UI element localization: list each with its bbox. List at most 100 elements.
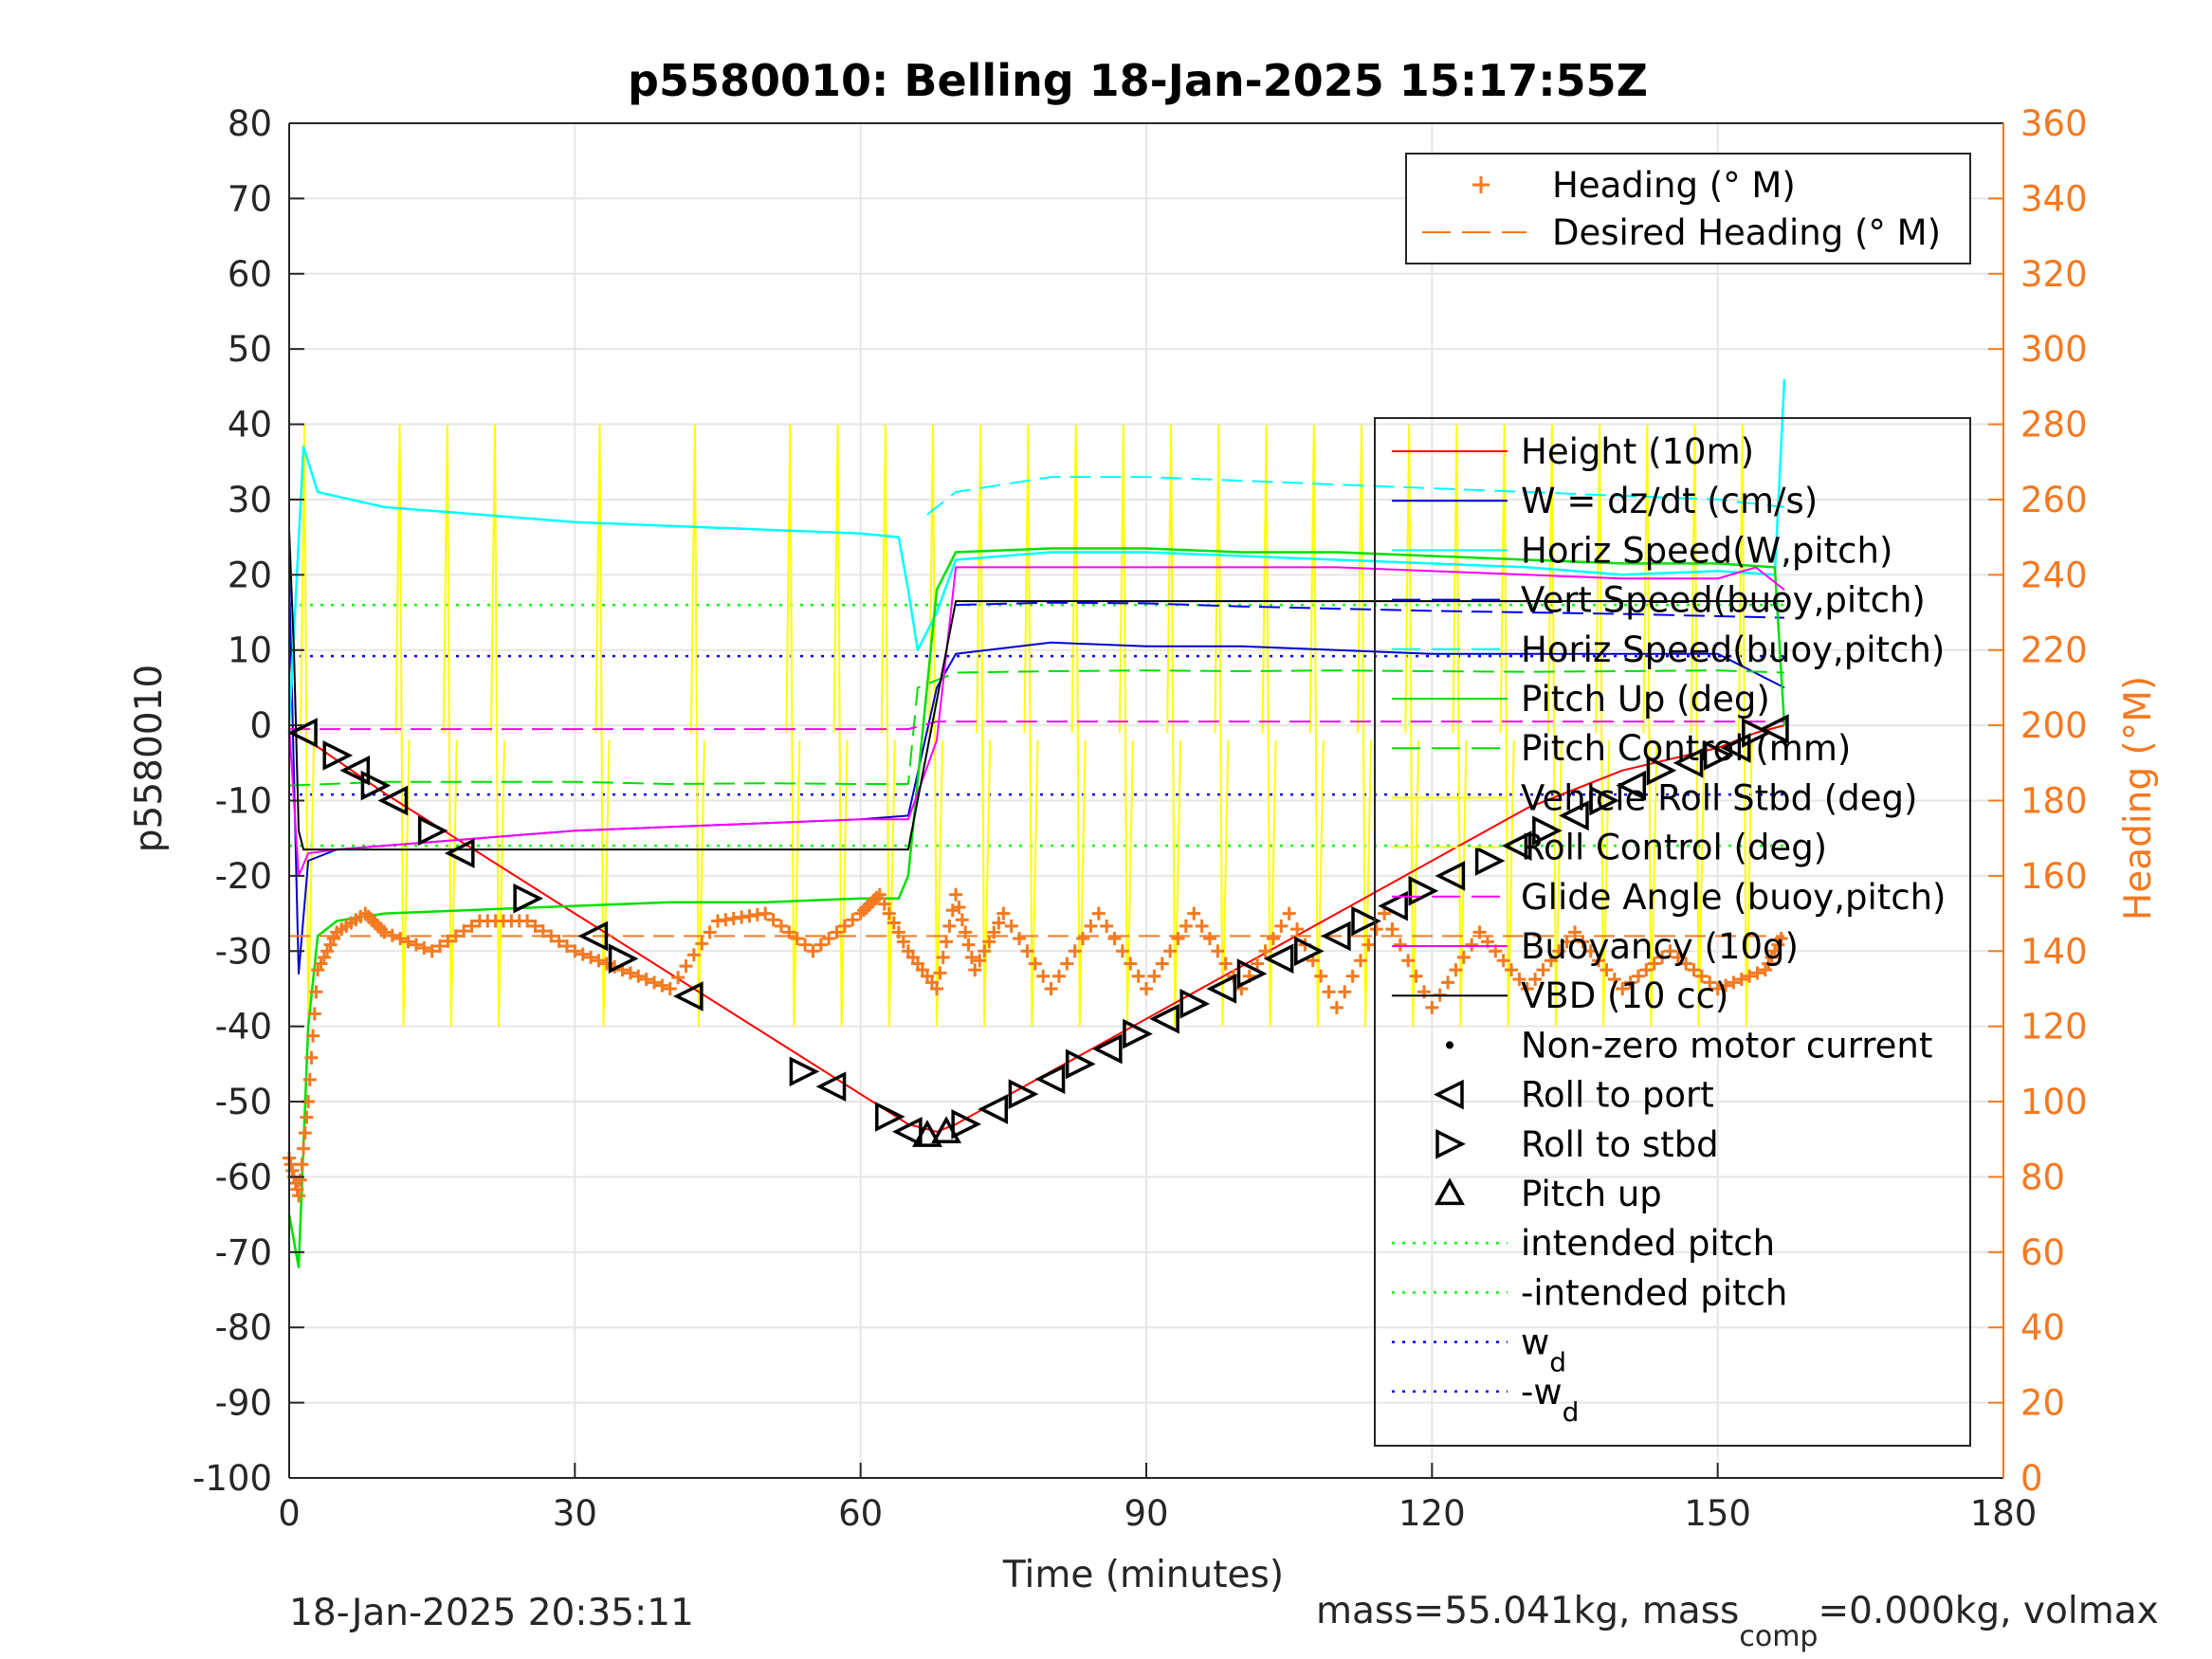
y-right-tick-label: 180 — [2020, 781, 2088, 822]
heading-point — [295, 1158, 309, 1172]
heading-point — [1655, 950, 1670, 964]
heading-point — [552, 934, 566, 948]
marker-layer — [287, 714, 1789, 1147]
heading-point — [837, 919, 851, 933]
heading-point — [1338, 985, 1352, 999]
heading-point — [679, 959, 693, 974]
heading-point — [1592, 954, 1606, 968]
marker-tri-left — [339, 755, 371, 786]
legend-label: Buoyancy (10g) — [1521, 926, 1799, 967]
roll-pulse — [489, 424, 505, 1027]
heading-point — [1528, 973, 1543, 987]
heading-point — [872, 887, 887, 902]
x-tick-label: 60 — [838, 1493, 883, 1534]
heading-point — [955, 913, 969, 927]
heading-point — [1639, 963, 1654, 977]
heading-point — [576, 947, 590, 961]
heading-point — [1124, 957, 1138, 971]
roll-pulse — [594, 424, 611, 1027]
y-right-tick-label: 200 — [2020, 705, 2088, 746]
y-right-tick-label: 160 — [2020, 856, 2088, 897]
marker-tri-right — [1408, 875, 1439, 906]
heading-point — [297, 1141, 311, 1156]
series-line — [956, 601, 1785, 619]
heading-point — [996, 906, 1011, 921]
legend-label: Pitch Up (deg) — [1521, 679, 1770, 720]
y-tick-label: -60 — [215, 1157, 272, 1197]
y-right-tick-label: 0 — [2020, 1458, 2043, 1499]
legend-label: Desired Heading (° M) — [1552, 212, 1941, 253]
heading-point — [1710, 981, 1725, 995]
y-right-tick-label: 340 — [2020, 178, 2088, 219]
roll-pulse — [976, 424, 992, 1027]
marker-tri-right — [1236, 958, 1268, 989]
heading-point — [1155, 957, 1169, 971]
heading-point — [655, 978, 669, 993]
marker-tri-left — [1616, 770, 1647, 801]
heading-point — [1251, 957, 1265, 971]
series-line — [926, 476, 1785, 516]
heading-point — [568, 944, 582, 958]
legend-label: Height (10m) — [1521, 431, 1754, 472]
marker-tri-right — [1474, 846, 1506, 876]
y-right-tick-label: 100 — [2020, 1082, 2088, 1122]
marker-tri-left — [672, 981, 704, 1012]
heading-point — [1583, 944, 1598, 958]
legend-label: Vert Speed(buoy,pitch) — [1521, 580, 1926, 621]
heading-point — [298, 1126, 312, 1140]
x-tick-label: 90 — [1124, 1493, 1168, 1534]
heading-point — [393, 932, 408, 946]
y-tick-label: 0 — [249, 705, 272, 746]
marker-tri-right — [1123, 1018, 1153, 1049]
y-right-tick-label: 280 — [2020, 405, 2088, 446]
heading-point — [766, 913, 780, 927]
marker-tri-left — [1263, 943, 1294, 975]
heading-point — [309, 985, 323, 999]
heading-point — [1131, 969, 1145, 983]
heading-point — [592, 954, 606, 968]
heading-point — [1100, 919, 1114, 933]
heading-point — [1560, 935, 1574, 949]
heading-point — [1623, 975, 1637, 990]
heading-point — [465, 919, 479, 933]
marker-tri-left — [1501, 830, 1532, 861]
roll-pulse — [1499, 424, 1515, 1027]
roll-pulse — [832, 424, 849, 1027]
y-tick-label: -80 — [215, 1307, 272, 1348]
y-right-tick-label: 260 — [2020, 480, 2088, 520]
heading-point — [992, 916, 1006, 930]
heading-point — [1266, 932, 1280, 946]
y-axis-label: p5580010 — [128, 665, 171, 852]
heading-point — [409, 938, 423, 952]
series-line — [288, 669, 1785, 787]
heading-point — [457, 924, 471, 939]
heading-point — [1147, 969, 1161, 983]
marker-tri-up — [912, 1120, 942, 1147]
y-tick-label: -40 — [215, 1007, 272, 1048]
heading-point — [1282, 906, 1296, 921]
y-right-tick-labels: 0 20 40 60 80 100 120 140 160 180 200 220 240 260 280 3… — [2020, 103, 2088, 1499]
heading-point — [814, 938, 828, 952]
x-tick-label: 180 — [1970, 1493, 2038, 1534]
roll-pulse — [1595, 424, 1611, 1027]
marker-tri-right — [951, 1109, 982, 1139]
heading-point — [1456, 950, 1471, 964]
x-tick-label: 0 — [278, 1493, 301, 1534]
heading-point — [940, 935, 954, 949]
marker-tri-right — [322, 740, 354, 771]
marker-tri-left — [1673, 747, 1704, 778]
heading-point — [433, 939, 448, 953]
series-line — [288, 529, 1784, 851]
heading-point — [417, 940, 431, 955]
heading-point — [942, 919, 957, 933]
legend-swatch — [1435, 1177, 1465, 1206]
heading-point — [887, 916, 901, 930]
heading-point — [1694, 969, 1709, 983]
heading-point — [882, 906, 896, 921]
heading-point — [1600, 963, 1614, 977]
y-tick-label: -30 — [215, 931, 272, 972]
legend-heading: Heading (° M) Desired Heading (° M) — [1405, 153, 1971, 264]
heading-point — [1115, 944, 1129, 958]
roll-pulse — [1546, 424, 1563, 1027]
